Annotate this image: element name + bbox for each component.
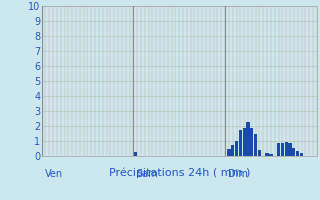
- Bar: [254, 134, 257, 156]
- Bar: [239, 130, 242, 156]
- Bar: [266, 153, 269, 156]
- Text: Dim: Dim: [228, 169, 248, 179]
- Bar: [231, 145, 234, 156]
- Bar: [246, 121, 250, 156]
- Bar: [281, 142, 284, 156]
- Bar: [134, 152, 137, 156]
- Text: Ven: Ven: [45, 169, 63, 179]
- Text: Sam: Sam: [136, 169, 158, 179]
- Bar: [227, 148, 230, 156]
- Bar: [235, 141, 238, 156]
- Bar: [292, 148, 295, 156]
- Bar: [277, 143, 280, 156]
- Bar: [300, 153, 303, 156]
- Bar: [288, 143, 292, 156]
- Bar: [284, 142, 288, 156]
- X-axis label: Précipitations 24h ( mm ): Précipitations 24h ( mm ): [108, 167, 250, 178]
- Bar: [296, 151, 299, 156]
- Bar: [258, 150, 261, 156]
- Bar: [269, 154, 273, 156]
- Bar: [243, 128, 246, 156]
- Bar: [250, 128, 253, 156]
